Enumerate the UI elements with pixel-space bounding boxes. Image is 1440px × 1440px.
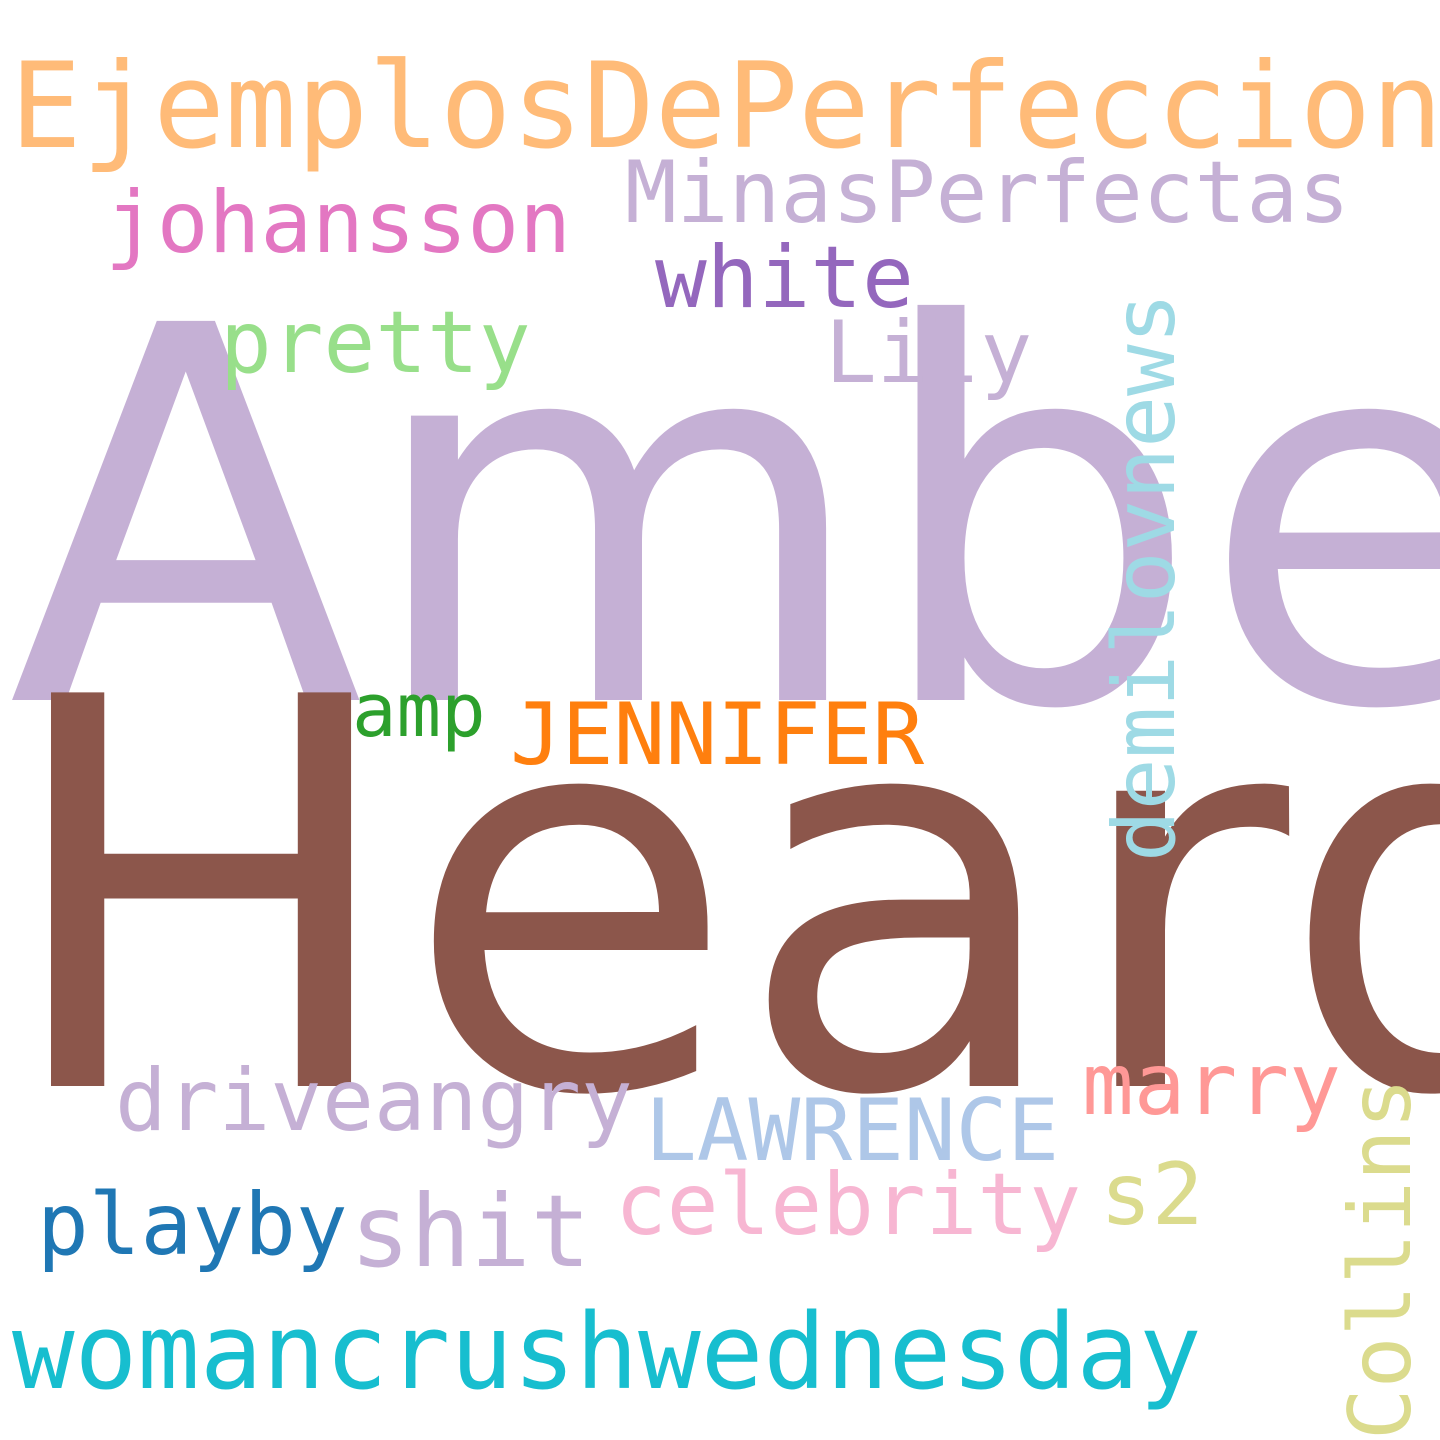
word-womancrush: womancrushwednesday — [12, 1300, 1202, 1404]
word-playby: playby — [37, 1182, 348, 1268]
word-s2: s2 — [1100, 1152, 1204, 1238]
word-johansson: johansson — [105, 180, 571, 266]
word-celebrity: celebrity — [615, 1162, 1081, 1248]
word-amp: amp — [352, 674, 486, 748]
word-lily: Lily — [825, 310, 1032, 396]
word-pretty: pretty — [220, 300, 531, 386]
word-minas: MinasPerfectas — [625, 150, 1350, 236]
word-collins: Collins — [1338, 1078, 1424, 1440]
word-driveangry: driveangry — [115, 1058, 633, 1144]
word-shit: shit — [350, 1182, 591, 1282]
word-jennifer: JENNIFER — [510, 692, 924, 778]
word-demilovnews: demilovnews — [1102, 292, 1188, 862]
word-marry: marry — [1082, 1042, 1341, 1128]
